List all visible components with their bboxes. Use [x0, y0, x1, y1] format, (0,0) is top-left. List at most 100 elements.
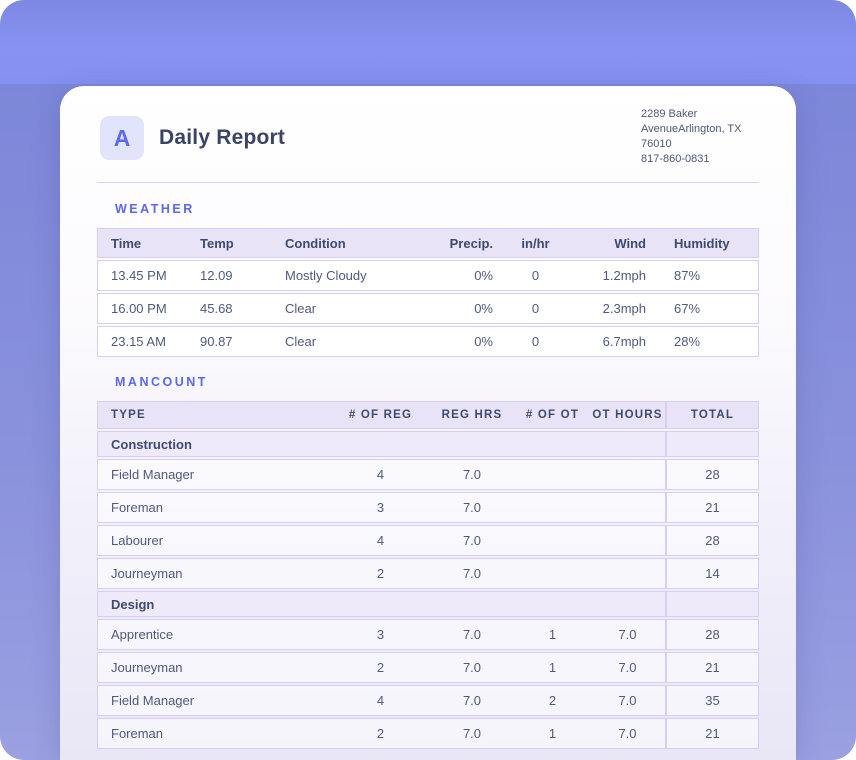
cell-num-ot: 2	[548, 693, 557, 708]
weather-section-label: WEATHER	[115, 202, 195, 216]
group-total-cell	[666, 591, 759, 617]
mancount-row: Apprentice 3 7.0 1 7.0 28	[97, 619, 759, 650]
cell-total: 14	[666, 558, 759, 589]
group-row-main: Construction	[97, 431, 666, 457]
column-header-total: TOTAL	[666, 401, 759, 429]
mancount-row-main: Field Manager 4 7.0 2 7.0	[97, 685, 666, 716]
cell-precip: 0%	[474, 268, 493, 283]
column-header-wind: Wind	[614, 235, 646, 251]
address-line: 2289 Baker	[641, 108, 698, 120]
column-header-reg-hrs: REG HRS	[441, 409, 503, 421]
cell-type: Field Manager	[111, 467, 195, 482]
group-row-main: Design	[97, 591, 666, 617]
cell-reg-hrs: 7.0	[462, 627, 482, 642]
column-header-type: TYPE	[111, 409, 146, 421]
cell-wind: 6.7mph	[602, 334, 646, 349]
cell-precip: 0%	[474, 334, 493, 349]
column-header-ot-hours: OT HOURS	[592, 409, 663, 421]
weather-row: 13.45 PM 12.09 Mostly Cloudy 0% 0 1.2mph…	[97, 260, 759, 291]
cell-type: Journeyman	[111, 660, 183, 675]
cell-reg-hrs: 7.0	[462, 500, 482, 515]
cell-temp: 90.87	[200, 334, 233, 349]
header-divider	[97, 182, 759, 183]
cell-num-ot: 1	[548, 660, 557, 675]
group-name: Design	[111, 596, 155, 612]
column-header-humidity: Humidity	[674, 235, 730, 251]
cell-num-reg: 2	[376, 566, 385, 581]
mancount-row-main: Labourer 4 7.0	[97, 525, 666, 556]
mancount-row: Foreman 2 7.0 1 7.0 21	[97, 718, 759, 749]
mancount-row: Labourer 4 7.0 28	[97, 525, 759, 556]
mancount-row: Foreman 3 7.0 21	[97, 492, 759, 523]
company-logo-badge: A	[100, 116, 144, 160]
address-line: 76010	[641, 138, 672, 150]
weather-header-row: Time Temp Condition Precip. in/hr Wind H…	[97, 228, 759, 258]
cell-num-reg: 3	[376, 627, 385, 642]
cell-num-ot: 1	[548, 627, 557, 642]
mancount-row: Field Manager 4 7.0 28	[97, 459, 759, 490]
weather-table: Time Temp Condition Precip. in/hr Wind H…	[97, 228, 759, 357]
mancount-header-row: TYPE # OF REG REG HRS # OF OT OT HOURS T…	[97, 401, 759, 429]
cell-num-reg: 2	[376, 660, 385, 675]
cell-num-ot: 1	[548, 726, 557, 741]
mancount-row: Journeyman 2 7.0 14	[97, 558, 759, 589]
cell-humidity: 28%	[674, 334, 701, 349]
mancount-row-main: Foreman 2 7.0 1 7.0	[97, 718, 666, 749]
group-name: Construction	[111, 436, 192, 452]
cell-temp: 45.68	[200, 301, 233, 316]
logo-letter: A	[113, 124, 131, 151]
cell-temp: 12.09	[200, 268, 233, 283]
cell-ot-hours: 7.0	[618, 693, 637, 708]
cell-inhr: 0	[531, 301, 540, 316]
report-header: A Daily Report 2289 Baker AvenueArlingto…	[97, 86, 759, 167]
cell-total: 28	[666, 619, 759, 650]
mancount-row: Field Manager 4 7.0 2 7.0 35	[97, 685, 759, 716]
column-header-num-ot: # OF OT	[525, 409, 580, 421]
cell-time: 16.00 PM	[111, 301, 167, 316]
mancount-row: Journeyman 2 7.0 1 7.0 2 1	[97, 652, 759, 683]
cell-inhr: 0	[531, 334, 540, 349]
mancount-row-main: Apprentice 3 7.0 1 7.0	[97, 619, 666, 650]
mancount-table: TYPE # OF REG REG HRS # OF OT OT HOURS T…	[97, 401, 759, 749]
column-header-num-reg: # OF REG	[348, 409, 413, 421]
group-row-design: Design	[97, 591, 759, 617]
cell-reg-hrs: 7.0	[462, 726, 482, 741]
brand: A Daily Report	[100, 116, 285, 160]
page-title: Daily Report	[159, 126, 286, 149]
cell-num-reg: 4	[376, 693, 385, 708]
column-header-time: Time	[111, 235, 142, 251]
cell-type: Labourer	[111, 533, 164, 548]
mancount-header-main: TYPE # OF REG REG HRS # OF OT OT HOURS	[97, 401, 666, 429]
cell-inhr: 0	[531, 268, 540, 283]
company-address: 2289 Baker AvenueArlington, TX 76010 817…	[641, 107, 759, 167]
address-line: AvenueArlington, TX	[641, 123, 742, 135]
cell-reg-hrs: 7.0	[462, 566, 482, 581]
cell-type: Foreman	[111, 726, 164, 741]
phone-number: 817-860-0831	[641, 153, 710, 165]
mancount-section-label: MANCOUNT	[115, 375, 208, 389]
cell-total: 28	[666, 525, 759, 556]
cell-total: 28	[666, 459, 759, 490]
group-row-construction: Construction	[97, 431, 759, 457]
cell-reg-hrs: 7.0	[462, 693, 482, 708]
cell-wind: 2.3mph	[602, 301, 646, 316]
background-top-band	[0, 0, 856, 84]
cell-ot-hours: 7.0	[618, 627, 637, 642]
column-header-temp: Temp	[200, 235, 234, 251]
cell-num-reg: 4	[376, 467, 385, 482]
mancount-row-main: Field Manager 4 7.0	[97, 459, 666, 490]
cell-ot-hours: 7.0	[618, 726, 637, 741]
cell-num-reg: 4	[376, 533, 385, 548]
mancount-row-main: Journeyman 2 7.0 1 7.0	[97, 652, 666, 683]
column-header-condition: Condition	[285, 235, 346, 251]
cell-type: Foreman	[111, 500, 164, 515]
cell-ot-hours: 7.0	[618, 660, 637, 675]
cell-condition: Clear	[285, 334, 317, 349]
weather-row: 16.00 PM 45.68 Clear 0% 0 2.3mph 67%	[97, 293, 759, 324]
cell-num-reg: 3	[376, 500, 385, 515]
cell-time: 13.45 PM	[111, 268, 167, 283]
cell-type: Field Manager	[111, 693, 195, 708]
cell-humidity: 87%	[674, 268, 701, 283]
cell-total: 21	[666, 492, 759, 523]
